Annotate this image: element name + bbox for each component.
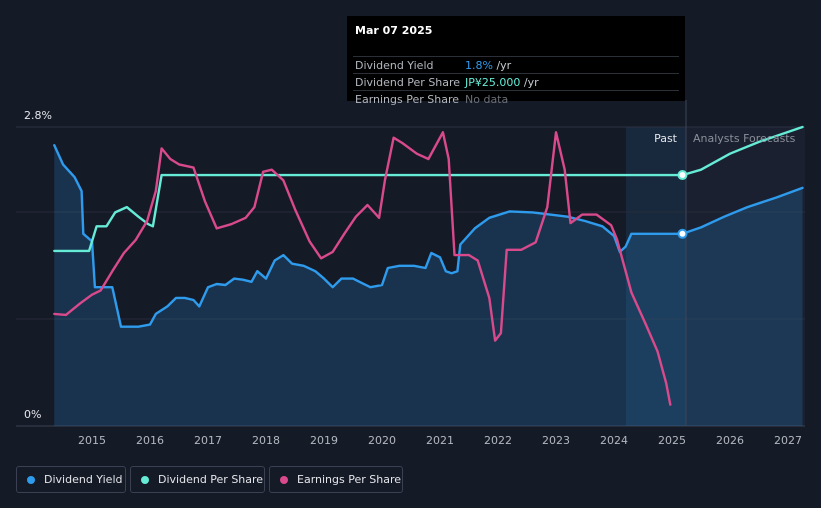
tooltip-value-number: JP¥25.000 <box>465 76 521 89</box>
tooltip-label: Dividend Per Share <box>355 76 461 89</box>
tooltip-value: No data <box>465 93 508 106</box>
forecast-region <box>686 127 805 426</box>
series-lines <box>53 125 804 406</box>
earnings-per-share-line <box>53 131 672 406</box>
current-value-markers <box>677 170 688 239</box>
tooltip-date: Mar 07 2025 <box>355 24 433 37</box>
highlight-band <box>626 127 686 426</box>
tooltip-value-number: 1.8% <box>465 59 493 72</box>
x-tick-label: 2019 <box>310 434 338 447</box>
legend-dot <box>280 476 288 484</box>
tooltip-value: JP¥25.000 /yr <box>465 76 539 89</box>
x-tick-label: 2027 <box>774 434 802 447</box>
dividend-yield-area <box>54 145 803 426</box>
legend-label: Dividend Yield <box>44 473 123 486</box>
y-tick-label-top: 2.8% <box>24 109 52 122</box>
tooltip-row-earnings-per-share: Earnings Per Share No data <box>347 90 685 108</box>
x-tick-label: 2022 <box>484 434 512 447</box>
x-tick-label: 2017 <box>194 434 222 447</box>
x-axis-labels: 2015 2016 2017 2018 2019 2020 2021 2022 2023 2024… <box>78 434 802 447</box>
legend-label: Dividend Per Share <box>158 473 264 486</box>
tooltip-value: 1.8% /yr <box>465 59 511 72</box>
tooltip-label: Dividend Yield <box>355 59 434 72</box>
legend-dot <box>141 476 149 484</box>
forecast-label: Analysts Forecasts <box>693 132 796 145</box>
x-tick-label: 2025 <box>658 434 686 447</box>
tooltip-row-dividend-per-share: Dividend Per Share JP¥25.000 /yr <box>347 73 685 91</box>
past-label: Past <box>654 132 678 145</box>
dividend-per-share-marker <box>677 170 688 181</box>
tooltip-value-unit: /yr <box>520 76 539 89</box>
legend-item-dividend-per-share[interactable]: Dividend Per Share <box>130 466 265 493</box>
tooltip-row-dividend-yield: Dividend Yield 1.8% /yr <box>347 56 685 74</box>
x-tick-label: 2023 <box>542 434 570 447</box>
dividend-per-share-line <box>53 125 804 253</box>
x-tick-label: 2018 <box>252 434 280 447</box>
legend-dot <box>27 476 35 484</box>
x-tick-label: 2016 <box>136 434 164 447</box>
gridlines <box>16 126 805 427</box>
y-tick-label-bottom: 0% <box>24 408 41 421</box>
x-tick-label: 2020 <box>368 434 396 447</box>
tooltip-value-number: No data <box>465 93 509 106</box>
y-axis-labels: 2.8% 0% <box>24 109 52 421</box>
tooltip-value-unit: /yr <box>492 59 512 72</box>
legend-label: Earnings Per Share <box>297 473 402 486</box>
x-tick-label: 2021 <box>426 434 454 447</box>
dividend-yield-marker <box>677 228 688 239</box>
x-tick-label: 2026 <box>716 434 744 447</box>
legend-item-earnings-per-share[interactable]: Earnings Per Share <box>269 466 403 493</box>
tooltip-label: Earnings Per Share <box>355 93 460 106</box>
tooltip: Mar 07 2025 Dividend Yield 1.8% /yr Divi… <box>347 16 685 106</box>
x-tick-label: 2024 <box>600 434 628 447</box>
legend-item-dividend-yield[interactable]: Dividend Yield <box>16 466 126 493</box>
x-tick-label: 2015 <box>78 434 106 447</box>
